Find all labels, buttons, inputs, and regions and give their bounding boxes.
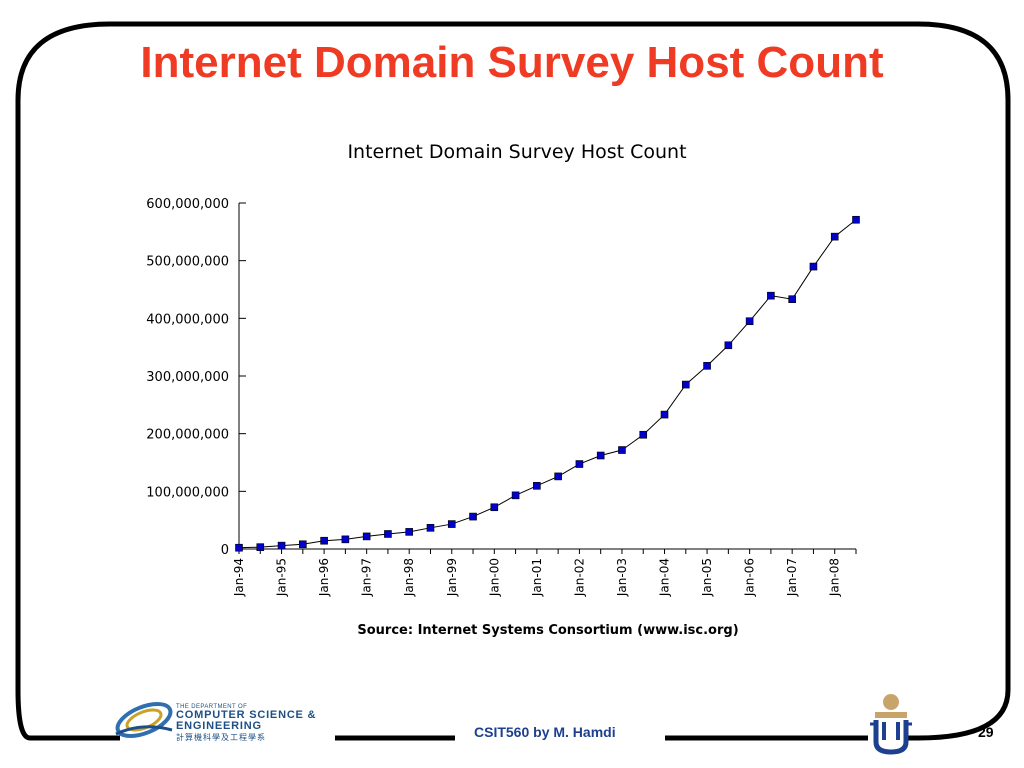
x-tick-label: Jan-00 <box>487 558 501 597</box>
footer-credit: CSIT560 by M. Hamdi <box>474 724 616 740</box>
x-tick-label: Jan-95 <box>275 558 289 597</box>
data-point <box>341 535 350 544</box>
data-point <box>405 528 414 536</box>
department-logo-text: THE DEPARTMENT OF COMPUTER SCIENCE & ENG… <box>176 704 316 743</box>
data-point <box>809 262 818 271</box>
data-point <box>511 491 520 500</box>
dept-line3: ENGINEERING <box>176 720 262 732</box>
data-point <box>426 524 435 532</box>
data-point <box>469 512 477 521</box>
data-point <box>596 451 605 460</box>
y-axis: 0 100,000,000 200,000,000 300,000,000 400,00… <box>146 197 246 558</box>
data-point <box>235 543 243 552</box>
x-axis: Jan-94 Jan-95 Jan-96 Jan-97 Jan-98 Jan-99 Jan-… <box>232 548 857 597</box>
y-tick-label: 500,000,000 <box>146 255 229 270</box>
x-tick-label: Jan-06 <box>743 558 757 597</box>
y-tick-label: 400,000,000 <box>146 312 229 327</box>
data-point <box>256 543 265 551</box>
data-point <box>490 503 499 512</box>
series-line <box>238 219 857 549</box>
data-point <box>639 430 648 439</box>
x-tick-label: Jan-02 <box>572 558 586 597</box>
data-point <box>767 291 775 300</box>
x-tick-label: Jan-08 <box>828 558 842 597</box>
data-point <box>533 482 541 490</box>
data-point <box>447 520 456 528</box>
x-tick-label: Jan-97 <box>360 558 374 597</box>
x-tick-label: Jan-99 <box>445 558 459 597</box>
data-point <box>745 317 754 326</box>
x-tick-label: Jan-04 <box>658 558 672 597</box>
slide-title: Internet Domain Survey Host Count <box>140 38 884 87</box>
data-point <box>362 532 371 541</box>
series-host-count <box>235 215 860 552</box>
x-tick-label: Jan-98 <box>402 558 416 597</box>
x-tick-label: Jan-01 <box>530 558 544 597</box>
y-tick-label: 200,000,000 <box>146 428 229 443</box>
chart-source-note: Source: Internet Systems Consortium (www… <box>357 623 738 638</box>
data-point <box>384 530 392 538</box>
x-tick-label: Jan-05 <box>700 558 714 597</box>
data-point <box>681 380 690 389</box>
chart-title: Internet Domain Survey Host Count <box>347 141 686 163</box>
data-point <box>852 215 860 224</box>
dept-line1: THE DEPARTMENT OF <box>176 704 248 710</box>
y-tick-label: 300,000,000 <box>146 370 229 385</box>
data-point <box>299 540 307 549</box>
x-tick-label: Jan-96 <box>317 558 331 597</box>
x-tick-label: Jan-07 <box>785 558 799 597</box>
data-point <box>788 295 796 303</box>
data-point <box>554 472 562 481</box>
x-tick-label: Jan-03 <box>615 558 629 597</box>
department-logo-icon <box>115 702 173 738</box>
page-number: 29 <box>978 724 994 740</box>
data-point <box>830 232 839 241</box>
data-point <box>575 460 584 468</box>
data-point <box>618 446 626 454</box>
y-tick-label: 100,000,000 <box>146 485 229 500</box>
data-point <box>660 410 669 419</box>
data-point <box>320 536 328 545</box>
y-tick-label: 0 <box>221 543 229 558</box>
university-emblem-icon <box>870 694 912 755</box>
data-point <box>277 541 286 550</box>
x-tick-label: Jan-94 <box>232 558 246 597</box>
frame-border <box>15 21 1011 741</box>
dept-line2: COMPUTER SCIENCE & <box>176 709 317 721</box>
y-tick-label: 600,000,000 <box>146 197 229 212</box>
data-point <box>724 341 733 350</box>
dept-line4: 計算機科學及工程學系 <box>176 733 266 742</box>
data-point <box>703 362 711 370</box>
